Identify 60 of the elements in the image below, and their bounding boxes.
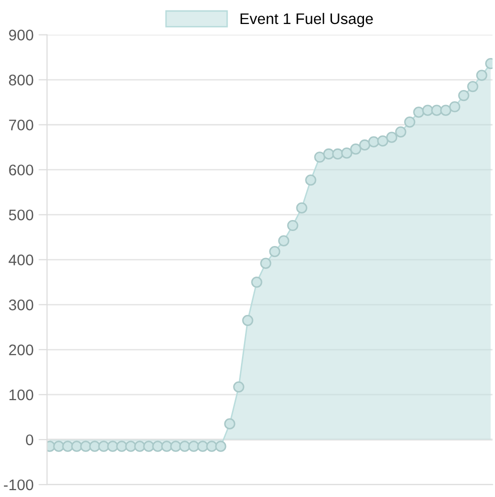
point xyxy=(53,440,64,452)
point xyxy=(323,148,334,160)
point xyxy=(251,276,262,288)
point xyxy=(278,235,290,246)
point xyxy=(422,104,434,116)
point xyxy=(377,135,388,146)
y-tick-label: 400 xyxy=(8,254,34,266)
y-tick-label: 500 xyxy=(8,210,34,220)
point xyxy=(260,258,272,269)
point xyxy=(98,440,110,452)
y-tick-label: 0 xyxy=(26,434,34,446)
point xyxy=(125,440,136,452)
point xyxy=(62,440,74,452)
y-tick-label: -100 xyxy=(4,479,34,490)
legend-label: Event 1 Fuel Usage xyxy=(240,12,373,28)
y-tick-label: 200 xyxy=(9,344,34,356)
point xyxy=(80,440,92,452)
point xyxy=(476,70,488,81)
y-tick-label: 800 xyxy=(9,74,34,86)
point xyxy=(386,132,398,143)
point xyxy=(404,116,416,128)
point xyxy=(458,90,470,102)
point xyxy=(269,246,280,258)
point xyxy=(188,440,200,452)
point xyxy=(350,143,362,155)
point xyxy=(107,440,118,452)
point xyxy=(287,220,298,232)
point xyxy=(440,104,452,116)
point xyxy=(161,440,172,452)
point xyxy=(395,126,406,138)
y-tick-label: 600 xyxy=(9,164,34,176)
point xyxy=(305,174,316,186)
point xyxy=(314,152,326,163)
point xyxy=(449,101,460,112)
y-tick-label: 100 xyxy=(10,389,34,400)
point xyxy=(89,440,100,452)
point xyxy=(116,440,128,452)
point xyxy=(341,148,352,159)
point xyxy=(206,440,218,452)
point xyxy=(242,314,254,326)
point xyxy=(233,381,244,393)
point xyxy=(467,80,478,92)
point xyxy=(296,202,308,214)
point xyxy=(332,148,344,160)
point xyxy=(152,440,164,452)
point xyxy=(143,440,154,452)
point xyxy=(431,104,442,116)
point xyxy=(197,440,208,452)
point xyxy=(224,418,236,430)
point xyxy=(71,440,82,452)
y-tick-label: 300 xyxy=(8,300,34,310)
point xyxy=(413,106,424,118)
point xyxy=(179,440,190,452)
point xyxy=(368,136,380,148)
point xyxy=(215,440,226,452)
point xyxy=(170,440,182,452)
y-tick-label: 700 xyxy=(9,120,34,130)
point xyxy=(134,440,146,452)
y-tick-label: 900 xyxy=(9,30,34,40)
point xyxy=(359,139,370,151)
